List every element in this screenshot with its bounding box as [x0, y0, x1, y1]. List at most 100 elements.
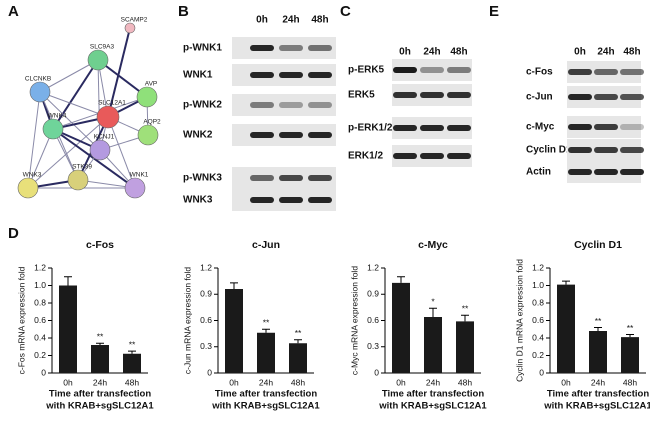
x-tick-label: 0h [229, 377, 239, 387]
blot-band [279, 132, 303, 138]
blots: 0h 24h 48h p-WNK1 WNK1 p-WNK2 WNK2 p-WNK3 WNK3 0h… [183, 15, 644, 211]
x-tick-label: 48h [291, 377, 305, 387]
blot-label: ERK1/2 [348, 151, 383, 162]
node-label: AVP [145, 81, 158, 88]
blot-label: Actin [526, 167, 551, 178]
blot-band [568, 147, 592, 153]
blot-band [279, 72, 303, 78]
blot-label: p-ERK5 [348, 65, 385, 76]
network-edge [39, 59, 99, 93]
bar [557, 284, 575, 373]
panel-label: B [178, 3, 189, 20]
blot-band [447, 67, 471, 73]
blot-label: ERK5 [348, 90, 375, 101]
blot-band [594, 169, 618, 175]
blot-band [393, 125, 417, 131]
blot-band [279, 175, 303, 181]
blot-band [250, 132, 274, 138]
charts: c-Fos c-Fos mRNA expression fold Time afte… [16, 239, 650, 412]
error-bar [626, 334, 634, 338]
panel-label: C [340, 3, 351, 20]
node-label: WNK3 [23, 172, 42, 179]
panel-label: D [8, 225, 19, 242]
y-tick-label: 0.3 [200, 341, 212, 351]
error-bar [562, 280, 570, 285]
blot-band [620, 147, 644, 153]
x-axis-label: with KRAB+sgSLC12A1 [378, 401, 487, 412]
y-tick-label: 0.4 [532, 332, 544, 342]
blot-band [594, 94, 618, 100]
node-label: WNK1 [130, 172, 149, 179]
bar [289, 343, 307, 373]
significance: ** [595, 316, 602, 326]
time-label: 0h [574, 47, 586, 58]
significance: ** [97, 332, 104, 342]
node-label: SLC12A1 [98, 100, 126, 107]
x-tick-label: 48h [458, 377, 472, 387]
x-tick-label: 48h [125, 377, 139, 387]
network-node [67, 169, 89, 191]
node-label: WNK4 [48, 113, 67, 120]
x-tick-label: 24h [93, 377, 107, 387]
blot-band [594, 69, 618, 75]
x-axis-label: Time after transfection [49, 389, 151, 400]
time-label: 24h [423, 47, 440, 58]
blot-band [250, 45, 274, 51]
chart-title: c-Fos [86, 239, 114, 251]
x-axis-label: with KRAB+sgSLC12A1 [45, 401, 154, 412]
blot-band [620, 94, 644, 100]
blot-band [620, 69, 644, 75]
y-tick-label: 0.2 [532, 350, 544, 360]
y-tick-label: 1.2 [532, 262, 544, 272]
x-axis-label: with KRAB+sgSLC12A1 [543, 401, 650, 412]
blot-band [250, 102, 274, 108]
x-axis-label: Time after transfection [215, 389, 317, 400]
network-node [124, 177, 146, 199]
network-node [29, 81, 51, 103]
blot-band [308, 132, 332, 138]
blot-band [420, 92, 444, 98]
blot-label: c-Fos [526, 67, 553, 78]
bar [59, 285, 77, 373]
time-label: 0h [399, 47, 411, 58]
blot-band [594, 147, 618, 153]
network-node [89, 139, 111, 161]
y-tick-label: 0 [539, 367, 544, 377]
y-tick-label: 0.6 [367, 315, 379, 325]
blot-band [620, 169, 644, 175]
blot-band [250, 72, 274, 78]
network-edge [107, 116, 136, 189]
blot-label: c-Jun [526, 92, 553, 103]
x-tick-label: 24h [591, 377, 605, 387]
blot-label: p-ERK1/2 [348, 123, 393, 134]
error-bar [262, 328, 270, 333]
y-axis-label: Cyclin D1 mRNA expression fold [514, 259, 524, 382]
blot-band [308, 102, 332, 108]
blot-band [568, 94, 592, 100]
network-edge [39, 91, 101, 151]
blot-label: p-WNK2 [183, 100, 222, 111]
blot-band [279, 197, 303, 203]
blot-band [250, 197, 274, 203]
error-bar [461, 314, 469, 322]
blot-label: WNK3 [183, 195, 213, 206]
blot-band [620, 124, 644, 130]
x-axis-label: Time after transfection [547, 389, 649, 400]
y-tick-label: 0.6 [200, 315, 212, 325]
x-tick-label: 24h [426, 377, 440, 387]
x-tick-label: 24h [259, 377, 273, 387]
bar [123, 353, 141, 373]
y-tick-label: 0.9 [200, 289, 212, 299]
time-label: 48h [623, 47, 640, 58]
bar [456, 321, 474, 373]
network-edge [27, 116, 109, 189]
y-axis-label: c-Jun mRNA expression fold [182, 267, 192, 375]
network-edge [39, 91, 109, 118]
y-axis-label: c-Myc mRNA expression fold [349, 266, 359, 375]
network-node [96, 105, 120, 129]
node-label: KCNJ1 [94, 134, 115, 141]
y-tick-label: 1.2 [200, 262, 212, 272]
blot-band [447, 153, 471, 159]
y-tick-label: 1.2 [34, 262, 46, 272]
